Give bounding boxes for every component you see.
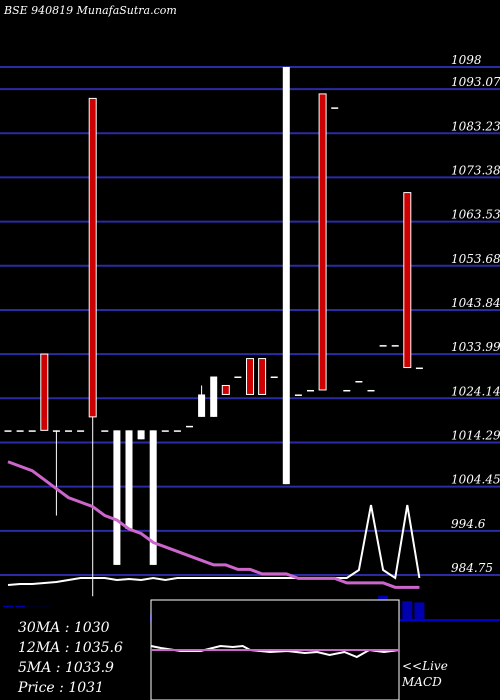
legend-item: Price : 1031: [17, 680, 104, 696]
candle-body: [367, 389, 375, 392]
candle-body: [221, 384, 230, 395]
y-tick-label: 1043.84: [451, 296, 500, 310]
legend-item: 30MA : 1030: [18, 620, 110, 636]
candle-body: [246, 358, 254, 395]
y-tick-label: 1073.38: [451, 163, 500, 177]
volume-bar: [414, 602, 425, 620]
y-tick-label: 1033.99: [451, 340, 500, 354]
volume-bar: [402, 601, 413, 620]
macd-panel: <<Live MACD: [150, 599, 448, 700]
y-tick-label: 1053.68: [451, 252, 500, 266]
candle-body: [282, 67, 290, 485]
candle-body: [101, 430, 109, 432]
y-tick-label: 1098: [451, 53, 482, 67]
chart-title: BSE 940819 MunafaSutra.com: [3, 4, 177, 17]
candle-body: [307, 389, 314, 392]
candle-body: [355, 380, 363, 383]
y-axis-labels: 1098 1093.07 1083.23 1073.38 1063.53 1053.68 1…: [451, 53, 500, 575]
candle-body: [65, 430, 72, 432]
candle-body: [113, 430, 121, 565]
candle-body: [137, 430, 145, 440]
candle-body: [379, 345, 387, 347]
candle-body: [52, 430, 60, 432]
legend-bg: [0, 607, 150, 700]
candle-body: [149, 430, 157, 565]
candle-body: [234, 376, 242, 379]
y-tick-label: 1014.29: [451, 428, 500, 442]
y-tick-label: 994.6: [451, 517, 486, 531]
candle-body: [16, 430, 24, 432]
macd-label: <<Live: [402, 659, 448, 673]
candle-body: [343, 389, 351, 392]
macd-label: MACD: [401, 675, 442, 689]
y-tick-label: 1004.45: [451, 473, 500, 487]
y-tick-label: 984.75: [451, 561, 493, 575]
candle-body: [40, 353, 49, 431]
y-tick-label: 1063.53: [451, 208, 500, 222]
candle-body: [258, 358, 267, 395]
legend-item: 12MA : 1035.6: [18, 640, 123, 656]
legend: 30MA : 1030 12MA : 1035.6 5MA : 1033.9 Pric…: [0, 607, 150, 700]
grid-lines: [0, 66, 500, 576]
volume-line: [7, 504, 421, 586]
moving-averages: [7, 460, 420, 589]
candle-body: [331, 107, 339, 109]
candles: [4, 67, 423, 597]
candle-body: [4, 430, 12, 432]
candle-body: [186, 425, 193, 428]
candle-body: [173, 430, 181, 432]
candle-body: [403, 192, 412, 369]
candle-body: [415, 367, 423, 370]
y-tick-label: 1083.23: [451, 119, 500, 133]
candle-body: [28, 430, 36, 432]
candle-body: [294, 394, 302, 396]
candle-body: [161, 430, 169, 432]
candle-body: [210, 376, 218, 417]
candle-body: [391, 345, 399, 347]
candle-body: [77, 430, 85, 432]
y-tick-label: 1093.07: [451, 75, 500, 89]
candle-body: [198, 394, 206, 417]
candle-body: [125, 430, 133, 530]
candle-body: [88, 97, 97, 418]
candle-body: [318, 93, 327, 391]
y-tick-label: 1024.14: [451, 384, 500, 398]
legend-item: 5MA : 1033.9: [18, 660, 114, 676]
ma-30-line: [7, 460, 420, 589]
candle-body: [270, 376, 278, 379]
